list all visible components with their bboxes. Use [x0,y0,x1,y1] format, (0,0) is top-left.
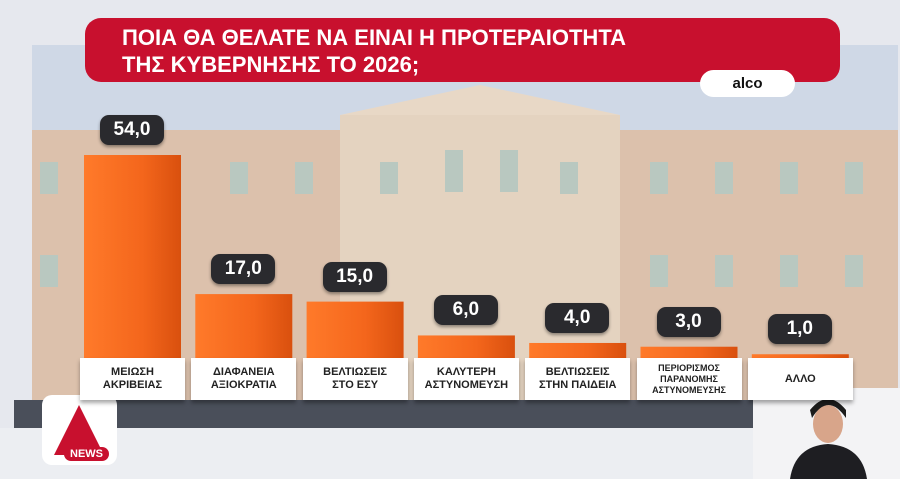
value-label: 3,0 [656,306,721,337]
category-label: ΔΙΑΦΑΝΕΙΑ ΑΞΙΟΚΡΑΤΙΑ [191,358,297,400]
pediment [340,85,620,115]
bar [195,294,293,358]
logo-text: NEWS [64,447,109,461]
category-label: ΑΛΛΟ [747,358,853,400]
category-label: ΠΕΡΙΟΡΙΣΜΟΣ ΠΑΡΑΝΟΜΗΣ ΑΣΤΥΝΟΜΕΥΣΗΣ [636,358,742,400]
presenter [753,388,900,479]
source: alco [700,70,795,97]
category-label: ΒΕΛΤΙΩΣΕΙΣ ΣΤΗΝ ΠΑΙΔΕΙΑ [525,358,631,400]
bar [640,346,738,358]
category-label: ΒΕΛΤΙΩΣΕΙΣ ΣΤΟ ΕΣΥ [302,358,408,400]
value-label: 4,0 [545,302,610,333]
bar [751,354,849,358]
category-label: ΚΑΛΥΤΕΡΗ ΑΣΤΥΝΟΜΕΥΣΗ [413,358,519,400]
category-label: ΜΕΙΩΣΗ ΑΚΡΙΒΕΙΑΣ [80,358,185,400]
bar [306,301,404,358]
bar [529,342,627,358]
value-label: 1,0 [767,314,832,345]
windows [40,150,863,287]
floor [0,428,900,479]
bar [417,335,515,358]
value-label: 15,0 [322,261,387,292]
bar [84,155,181,358]
value-label: 17,0 [211,254,276,285]
shelf [14,400,900,428]
chart-title: ΠΟΙΑ ΘΑ ΘΕΛΑΤΕ ΝΑ ΕΙΝΑΙ Η ΠΡΟΤΕΡΑΙΟΤΗΤΑ … [122,25,627,77]
value-label: 54,0 [100,115,164,145]
value-label: 6,0 [433,295,498,326]
title-banner [85,18,840,82]
